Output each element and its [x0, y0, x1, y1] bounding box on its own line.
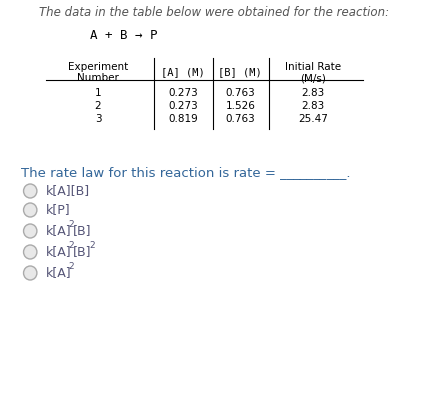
Text: 2: 2	[89, 241, 95, 250]
Text: 3: 3	[95, 114, 101, 124]
Text: 0.763: 0.763	[225, 114, 255, 124]
Circle shape	[23, 184, 37, 198]
Text: 2.83: 2.83	[301, 101, 324, 111]
Text: k[P]: k[P]	[46, 203, 70, 216]
Text: 0.763: 0.763	[225, 88, 255, 98]
Text: [B]: [B]	[72, 245, 91, 258]
Text: The rate law for this reaction is rate = __________.: The rate law for this reaction is rate =…	[20, 166, 349, 179]
Text: The data in the table below were obtained for the reaction:: The data in the table below were obtaine…	[38, 6, 388, 19]
Text: 2.83: 2.83	[301, 88, 324, 98]
Circle shape	[23, 245, 37, 259]
Text: 1.526: 1.526	[225, 101, 255, 111]
Text: [B] (M): [B] (M)	[218, 67, 262, 77]
Circle shape	[23, 266, 37, 280]
Text: A + B → P: A + B → P	[90, 29, 158, 42]
Text: k[A]: k[A]	[46, 245, 71, 258]
Circle shape	[23, 224, 37, 238]
Text: [A] (M): [A] (M)	[161, 67, 204, 77]
Text: k[A]: k[A]	[46, 225, 71, 238]
Text: 2: 2	[95, 101, 101, 111]
Text: 0.273: 0.273	[168, 101, 197, 111]
Text: 1: 1	[95, 88, 101, 98]
Text: 25.47: 25.47	[297, 114, 327, 124]
Text: Number: Number	[77, 73, 119, 83]
Text: Experiment: Experiment	[68, 62, 128, 72]
Text: 0.273: 0.273	[168, 88, 197, 98]
Text: (M/s): (M/s)	[299, 73, 325, 83]
Text: k[A]: k[A]	[46, 266, 71, 279]
Text: 2: 2	[68, 241, 74, 250]
Text: 0.819: 0.819	[168, 114, 197, 124]
Text: Initial Rate: Initial Rate	[284, 62, 340, 72]
Text: 2: 2	[68, 262, 74, 271]
Text: 2: 2	[68, 220, 74, 229]
Text: k[A][B]: k[A][B]	[46, 184, 89, 197]
Circle shape	[23, 203, 37, 217]
Text: [B]: [B]	[72, 225, 91, 238]
